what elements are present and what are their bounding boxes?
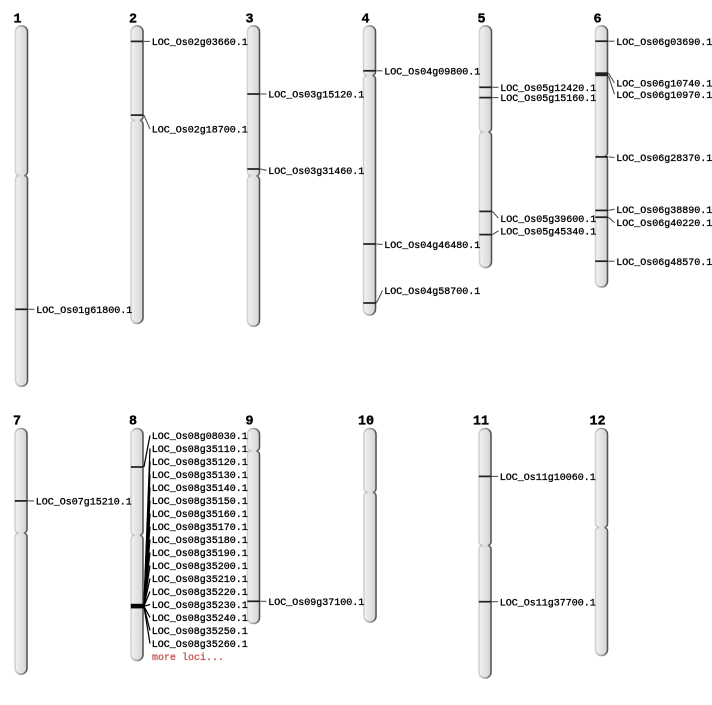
svg-text:2: 2	[129, 12, 137, 27]
svg-text:8: 8	[129, 415, 137, 430]
svg-text:1: 1	[13, 12, 21, 27]
svg-text:3: 3	[245, 12, 253, 27]
svg-text:LOC_Os06g38890.1: LOC_Os06g38890.1	[616, 206, 712, 217]
svg-text:LOC_Os11g37700.1: LOC_Os11g37700.1	[500, 598, 596, 609]
svg-text:11: 11	[473, 415, 489, 430]
svg-text:LOC_Os08g35170.1: LOC_Os08g35170.1	[152, 523, 248, 534]
svg-text:LOC_Os08g35230.1: LOC_Os08g35230.1	[152, 601, 248, 612]
svg-text:LOC_Os08g35250.1: LOC_Os08g35250.1	[152, 627, 248, 638]
svg-text:LOC_Os06g48570.1: LOC_Os06g48570.1	[616, 258, 712, 269]
svg-text:LOC_Os08g35120.1: LOC_Os08g35120.1	[152, 458, 248, 469]
svg-text:LOC_Os06g28370.1: LOC_Os06g28370.1	[616, 154, 712, 165]
svg-text:LOC_Os04g09800.1: LOC_Os04g09800.1	[384, 67, 480, 78]
svg-text:LOC_Os08g35190.1: LOC_Os08g35190.1	[152, 549, 248, 560]
svg-text:LOC_Os08g35150.1: LOC_Os08g35150.1	[152, 497, 248, 508]
svg-text:LOC_Os08g35110.1: LOC_Os08g35110.1	[152, 445, 248, 456]
svg-text:LOC_Os08g35200.1: LOC_Os08g35200.1	[152, 562, 248, 573]
svg-text:LOC_Os04g58700.1: LOC_Os04g58700.1	[384, 287, 480, 298]
svg-text:LOC_Os05g15160.1: LOC_Os05g15160.1	[500, 94, 596, 105]
svg-text:LOC_Os05g12420.1: LOC_Os05g12420.1	[500, 84, 596, 95]
svg-text:LOC_Os08g35130.1: LOC_Os08g35130.1	[152, 471, 248, 482]
svg-text:7: 7	[13, 415, 21, 430]
svg-text:LOC_Os08g08030.1: LOC_Os08g08030.1	[152, 432, 248, 443]
svg-text:LOC_Os06g10970.1: LOC_Os06g10970.1	[616, 91, 712, 102]
svg-text:LOC_Os08g35140.1: LOC_Os08g35140.1	[152, 484, 248, 495]
svg-text:LOC_Os08g35260.1: LOC_Os08g35260.1	[152, 640, 248, 651]
svg-text:LOC_Os09g37100.1: LOC_Os09g37100.1	[268, 598, 364, 609]
svg-text:9: 9	[245, 415, 253, 430]
svg-text:more loci...: more loci...	[152, 652, 224, 664]
svg-text:4: 4	[361, 12, 369, 27]
svg-text:LOC_Os04g46480.1: LOC_Os04g46480.1	[384, 241, 480, 252]
svg-text:10: 10	[358, 415, 374, 430]
svg-text:12: 12	[589, 415, 605, 430]
svg-text:LOC_Os08g35210.1: LOC_Os08g35210.1	[152, 575, 248, 586]
svg-text:LOC_Os03g31460.1: LOC_Os03g31460.1	[268, 167, 364, 178]
svg-text:6: 6	[593, 12, 601, 27]
svg-text:LOC_Os06g40220.1: LOC_Os06g40220.1	[616, 219, 712, 230]
svg-text:LOC_Os08g35220.1: LOC_Os08g35220.1	[152, 588, 248, 599]
svg-text:LOC_Os11g10060.1: LOC_Os11g10060.1	[500, 473, 596, 484]
svg-text:LOC_Os02g18700.1: LOC_Os02g18700.1	[152, 126, 248, 137]
svg-text:LOC_Os06g03690.1: LOC_Os06g03690.1	[616, 38, 712, 49]
svg-text:LOC_Os08g35160.1: LOC_Os08g35160.1	[152, 510, 248, 521]
svg-text:LOC_Os05g39600.1: LOC_Os05g39600.1	[500, 215, 596, 226]
svg-text:LOC_Os05g45340.1: LOC_Os05g45340.1	[500, 227, 596, 238]
svg-text:LOC_Os06g10740.1: LOC_Os06g10740.1	[616, 80, 712, 91]
svg-text:LOC_Os01g61800.1: LOC_Os01g61800.1	[36, 306, 132, 317]
svg-text:LOC_Os02g03660.1: LOC_Os02g03660.1	[152, 38, 248, 49]
svg-text:LOC_Os07g15210.1: LOC_Os07g15210.1	[36, 497, 132, 508]
svg-text:5: 5	[477, 12, 485, 27]
svg-text:LOC_Os08g35180.1: LOC_Os08g35180.1	[152, 536, 248, 547]
svg-text:LOC_Os08g35240.1: LOC_Os08g35240.1	[152, 614, 248, 625]
svg-text:LOC_Os03g15120.1: LOC_Os03g15120.1	[268, 91, 364, 102]
